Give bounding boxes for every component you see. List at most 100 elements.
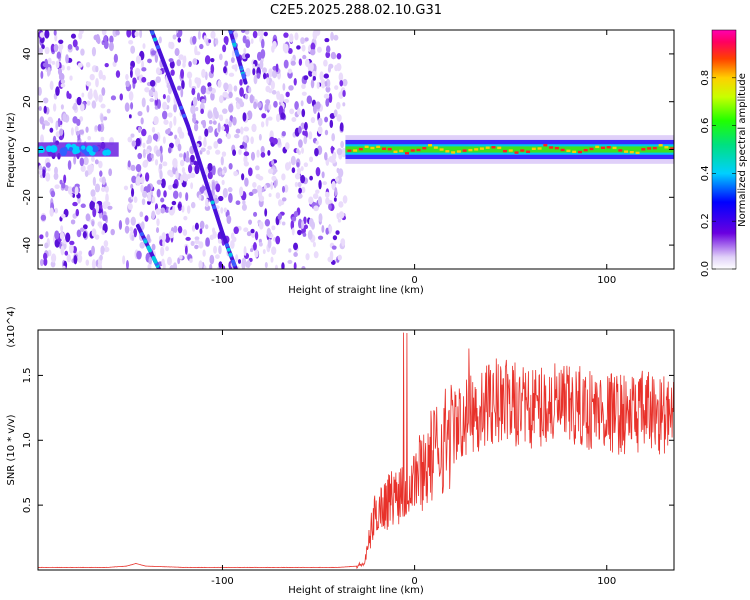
signal-band-peak: [456, 150, 461, 153]
noise-speck: [67, 43, 73, 50]
noise-speck: [91, 220, 95, 227]
noise-speck: [146, 184, 151, 193]
noise-speck: [127, 160, 131, 168]
noise-speck: [54, 230, 60, 240]
noise-speck: [168, 58, 174, 63]
noise-speck: [60, 225, 64, 232]
noise-speck: [135, 55, 142, 64]
noise-speck: [194, 45, 198, 56]
noise-speck: [254, 231, 259, 241]
noise-speck: [38, 169, 43, 175]
noise-speck: [293, 211, 299, 218]
snr-y-tick-label: 1.5: [22, 367, 33, 383]
spectrogram-ticks: -100 0 100 -40 -20 0 20 40: [22, 30, 674, 286]
noise-speck: [67, 160, 72, 170]
noise-speck: [305, 253, 310, 261]
noise-speck: [184, 156, 191, 163]
signal-band-peak: [445, 150, 450, 153]
noise-speck: [231, 49, 235, 58]
noise-speck: [290, 220, 295, 230]
noise-speck: [98, 69, 103, 80]
noise-speck: [237, 98, 243, 104]
noise-speck: [87, 135, 92, 141]
noise-speck: [300, 100, 304, 107]
noise-speck: [161, 232, 167, 242]
signal-band-peak: [566, 149, 571, 153]
noise-speck: [198, 194, 202, 201]
snr-frame: [37, 329, 675, 571]
noise-speck: [277, 213, 283, 220]
noise-speck: [73, 102, 78, 111]
noise-speck: [293, 77, 297, 86]
noise-speck: [103, 246, 110, 253]
noise-speck: [262, 72, 267, 80]
noise-speck: [291, 227, 295, 236]
noise-speck: [307, 63, 311, 71]
noise-speck: [141, 198, 146, 206]
noise-speck: [73, 254, 78, 265]
noise-speck: [52, 103, 57, 112]
signal-band-peak: [393, 150, 398, 153]
noise-band-highlight: [59, 147, 68, 156]
noise-speck: [321, 225, 325, 233]
noise-speck: [178, 30, 183, 37]
streak-highlight: [235, 52, 240, 57]
signal-band-peak: [600, 146, 605, 150]
noise-speck: [86, 100, 91, 106]
noise-speck: [274, 264, 278, 269]
noise-speck: [151, 243, 156, 251]
noise-speck: [53, 172, 59, 180]
streak-highlight: [150, 30, 155, 35]
noise-speck: [47, 66, 51, 76]
streak-highlight: [231, 39, 236, 44]
noise-speck: [188, 60, 192, 68]
noise-speck: [147, 263, 152, 269]
noise-speck: [57, 117, 61, 128]
noise-speck: [308, 217, 314, 227]
noise-speck: [258, 133, 262, 141]
noise-speck: [325, 197, 330, 205]
noise-speck: [47, 166, 51, 172]
signal-band-peak: [670, 147, 674, 150]
noise-speck: [272, 137, 278, 145]
noise-speck: [65, 232, 71, 243]
noise-speck: [336, 101, 341, 110]
noise-speck: [338, 72, 344, 82]
noise-speck: [241, 203, 247, 211]
noise-speck: [256, 184, 262, 194]
streak-highlight: [179, 105, 184, 110]
noise-speck: [251, 123, 257, 133]
noise-speck: [258, 195, 265, 202]
signal-band-peak: [543, 144, 548, 147]
noise-speck: [242, 35, 247, 44]
colorbar-scale: [711, 29, 737, 270]
noise-speck: [207, 162, 213, 172]
noise-speck: [293, 251, 298, 257]
noise-speck: [261, 113, 267, 119]
noise-speck: [298, 139, 303, 148]
noise-speck: [59, 179, 63, 185]
noise-speck: [248, 86, 252, 94]
noise-speck: [296, 167, 302, 175]
noise-speck: [70, 33, 77, 39]
noise-speck: [222, 44, 227, 53]
noise-speck: [165, 246, 169, 252]
noise-speck: [142, 148, 146, 159]
noise-speck: [122, 255, 126, 265]
noise-speck: [67, 186, 73, 195]
noise-speck: [201, 68, 206, 78]
noise-speck: [128, 114, 132, 119]
signal-band-peak: [439, 148, 444, 151]
noise-speck: [131, 30, 137, 39]
noise-speck: [151, 210, 156, 220]
noise-speck: [108, 168, 113, 177]
noise-speck: [60, 213, 66, 219]
signal-band-peak: [664, 146, 669, 149]
noise-speck: [131, 140, 137, 147]
noise-speck: [194, 222, 199, 230]
noise-speck: [205, 198, 209, 208]
noise-speck: [190, 105, 196, 115]
noise-speck: [139, 211, 144, 218]
noise-speck: [103, 116, 108, 121]
